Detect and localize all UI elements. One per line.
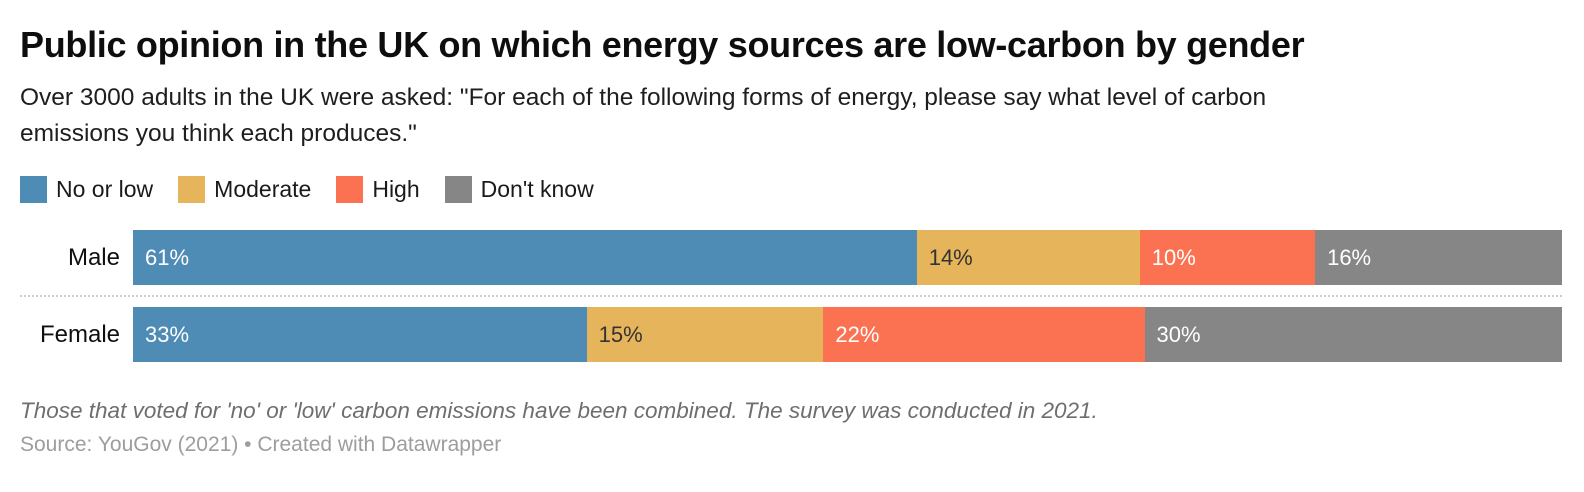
chart-subtitle: Over 3000 adults in the UK were asked: "… [20, 80, 1562, 152]
legend-item-high: High [336, 176, 420, 203]
legend-label: High [372, 176, 420, 202]
bar-value-label: 10% [1151, 244, 1196, 270]
bar-value-label: 16% [1327, 244, 1372, 270]
chart-source-line: Source: YouGov (2021) • Created with Dat… [20, 433, 502, 456]
chart-title: Public opinion in the UK on which energy… [20, 24, 1305, 65]
stacked-bar-chart: Male 61% 14% 10% 16% Female 33% 15% 22% 30% [20, 230, 1562, 362]
legend-label: No or low [56, 176, 154, 202]
legend-swatch-icon [336, 176, 364, 203]
bar-segment-male-no-or-low[interactable]: 61% [133, 230, 917, 285]
legend-item-moderate: Moderate [178, 176, 311, 203]
category-label-male: Male [67, 243, 120, 271]
legend-item-don-t-know: Don't know [444, 176, 594, 203]
bar-value-label: 33% [145, 321, 190, 347]
row-divider [20, 295, 1562, 297]
legend-swatch-icon [444, 176, 472, 203]
bar-segment-male-high[interactable]: 10% [1139, 230, 1316, 285]
legend-swatch-icon [178, 176, 206, 203]
legend: No or low Moderate High Don't know [20, 176, 1562, 203]
bar-segment-male-moderate[interactable]: 14% [916, 230, 1140, 285]
bar-segment-male-don-t-know[interactable]: 16% [1315, 230, 1562, 285]
chart-footnote: Those that voted for 'no' or 'low' carbo… [20, 398, 1098, 423]
bar-segment-female-don-t-know[interactable]: 30% [1144, 307, 1562, 362]
category-label-female: Female [39, 320, 120, 348]
bar-stack-male: 61% 14% 10% 16% [133, 230, 1562, 285]
bar-segment-female-no-or-low[interactable]: 33% [133, 307, 587, 362]
bar-value-label: 22% [835, 321, 880, 347]
bar-value-label: 15% [598, 321, 643, 347]
bar-value-label: 30% [1156, 321, 1201, 347]
chart-subtitle-line-1: Over 3000 adults in the UK were asked: "… [20, 84, 1267, 111]
legend-item-no-or-low: No or low [20, 176, 153, 203]
bar-value-label: 14% [928, 244, 973, 270]
legend-label: Don't know [480, 176, 594, 202]
bar-row-male: Male 61% 14% 10% 16% [20, 230, 1562, 285]
bar-segment-female-high[interactable]: 22% [823, 307, 1145, 362]
bar-stack-female: 33% 15% 22% 30% [133, 307, 1562, 362]
bar-row-female: Female 33% 15% 22% 30% [20, 307, 1562, 362]
chart-subtitle-line-2: emissions you think each produces." [20, 120, 417, 147]
bar-segment-female-moderate[interactable]: 15% [586, 307, 824, 362]
bar-value-label: 61% [145, 244, 190, 270]
legend-swatch-icon [20, 176, 47, 203]
legend-label: Moderate [214, 176, 312, 202]
